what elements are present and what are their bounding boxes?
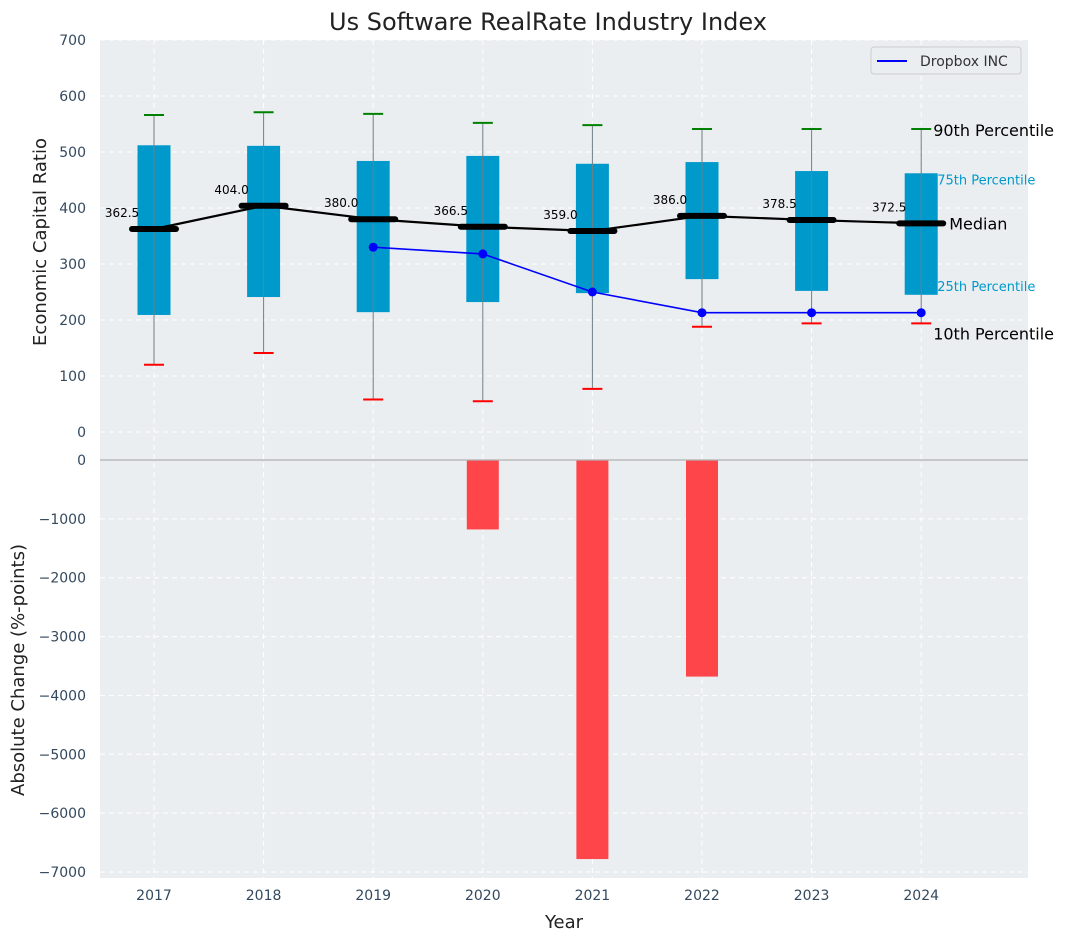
top-y-tick-label: 100: [59, 369, 86, 385]
median-value-label: 380.0: [324, 196, 358, 210]
x-tick-label: 2023: [794, 888, 830, 904]
top-y-tick-label: 0: [77, 425, 86, 441]
annotation-25th: 25th Percentile: [937, 280, 1035, 295]
chart-title: Us Software RealRate Industry Index: [329, 8, 767, 36]
box-2024: [904, 128, 938, 325]
bottom-panel: 0 −1000 −2000 −3000 −4000 −5000 −6000 −7000 201…: [8, 445, 1028, 933]
median-value-label: 404.0: [214, 183, 248, 197]
x-tick-label: 2017: [136, 888, 172, 904]
x-axis-title: Year: [544, 912, 584, 933]
median-value-label: 366.5: [434, 204, 468, 218]
top-y-tick-label: 200: [59, 313, 86, 329]
percentile-annotations: 90th Percentile 75th Percentile Median 25th…: [933, 121, 1054, 343]
top-y-axis-title: Economic Capital Ratio: [30, 138, 51, 346]
box-2022: [685, 128, 719, 328]
bottom-y-tick-label: −2000: [39, 571, 86, 587]
median-value-label: 372.5: [872, 200, 906, 214]
annotation-90th: 90th Percentile: [933, 121, 1054, 140]
change-bar-2022: [686, 460, 718, 677]
box-2019: [356, 112, 390, 401]
top-y-tick-label: 400: [59, 201, 86, 217]
bottom-y-tick-label: −3000: [39, 630, 86, 646]
dropbox-point: [478, 249, 488, 259]
dropbox-point: [807, 308, 817, 318]
x-tick-label: 2022: [684, 888, 720, 904]
top-y-tick-label: 600: [59, 89, 86, 105]
x-tick-label: 2020: [465, 888, 501, 904]
annotation-10th: 10th Percentile: [933, 324, 1054, 343]
top-y-ticks: 0 100 200 300 400 500 600 700: [59, 33, 86, 441]
bottom-y-tick-label: −4000: [39, 688, 86, 704]
x-tick-label: 2019: [355, 888, 391, 904]
legend-box: [870, 46, 1022, 75]
legend: Dropbox INC: [870, 46, 1022, 75]
bottom-y-tick-label: −7000: [39, 865, 86, 881]
legend-label: Dropbox INC: [920, 54, 1008, 70]
dropbox-line: [373, 246, 922, 314]
x-ticks: 2017 2018 2019 2020 2021 2022 2023 2024: [136, 888, 939, 904]
box-2018: [247, 111, 281, 355]
annotation-median: Median: [949, 214, 1007, 233]
median-value-label: 378.5: [762, 197, 796, 211]
bottom-y-axis-title: Absolute Change (%-points): [8, 544, 29, 796]
top-plot-background: [100, 40, 1028, 445]
change-bar-2021: [576, 460, 609, 860]
dropbox-point: [916, 308, 926, 318]
dropbox-point: [587, 287, 597, 297]
dropbox-point: [368, 242, 378, 252]
top-y-tick-label: 500: [59, 145, 86, 161]
top-y-tick-label: 700: [59, 33, 86, 49]
bottom-y-tick-label: −6000: [39, 806, 86, 822]
x-tick-label: 2018: [246, 888, 282, 904]
x-tick-label: 2024: [903, 888, 939, 904]
bottom-y-tick-label: −1000: [39, 512, 86, 528]
annotation-75th: 75th Percentile: [937, 173, 1035, 188]
median-value-label: 359.0: [543, 208, 577, 222]
bottom-y-tick-label: 0: [77, 453, 86, 469]
x-tick-label: 2021: [575, 888, 611, 904]
bar-series: [466, 460, 718, 860]
top-y-tick-label: 300: [59, 257, 86, 273]
median-line-group: 362.5 404.0 380.0 366.5 359.0 386.0 378.5 372.5: [105, 183, 947, 234]
median-value-label: 362.5: [105, 206, 139, 220]
bottom-y-ticks: 0 −1000 −2000 −3000 −4000 −5000 −6000 −7000: [39, 453, 86, 881]
change-bar-2020: [466, 460, 499, 530]
median-value-label: 386.0: [653, 193, 687, 207]
dropbox-point: [697, 308, 707, 318]
bottom-plot-background: [100, 445, 1028, 878]
bottom-y-tick-label: −5000: [39, 747, 86, 763]
dropbox-series: [368, 242, 926, 318]
box-2023: [795, 128, 829, 325]
